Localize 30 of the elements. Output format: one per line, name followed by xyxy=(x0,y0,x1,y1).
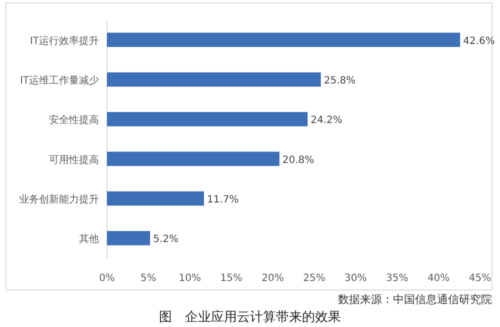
data-label: 5.2% xyxy=(153,234,179,246)
bar xyxy=(107,231,150,246)
x-tick-label: 5% xyxy=(140,273,156,284)
y-tick-label: IT运维工作量减少 xyxy=(20,74,99,86)
x-tick-label: 10% xyxy=(178,273,202,284)
x-tick-label: 45% xyxy=(468,273,492,284)
x-tick-label: 40% xyxy=(427,273,450,284)
data-label: 11.7% xyxy=(206,194,239,206)
data-label: 20.8% xyxy=(282,154,314,166)
bar xyxy=(107,152,280,166)
bar xyxy=(107,72,321,87)
bar xyxy=(107,112,308,126)
y-tick-label: 其他 xyxy=(79,233,99,246)
x-tick-label: 30% xyxy=(344,273,367,284)
data-label: 25.8% xyxy=(324,76,356,86)
data-label: 42.6% xyxy=(463,36,495,47)
bar xyxy=(107,32,460,47)
data-label: 24.2% xyxy=(310,115,342,126)
text: 图 企业应用云计算带来的效果 xyxy=(159,309,341,325)
y-tick-label: 安全性提高 xyxy=(49,114,99,126)
x-tick-label: 0% xyxy=(99,273,115,284)
x-tick-label: 35% xyxy=(386,273,408,284)
x-tick-label: 15% xyxy=(220,273,242,284)
bar xyxy=(107,191,204,206)
x-tick-label: 25% xyxy=(303,273,326,284)
source-note: 数据来源：中国信息通信研究院 xyxy=(338,293,492,306)
y-tick-label: 可用性提高 xyxy=(49,154,99,166)
x-tick-label: 20% xyxy=(262,273,284,284)
y-tick-label: 业务创新能力提升 xyxy=(19,194,99,206)
y-tick-label: IT运行效率提升 xyxy=(30,34,99,47)
